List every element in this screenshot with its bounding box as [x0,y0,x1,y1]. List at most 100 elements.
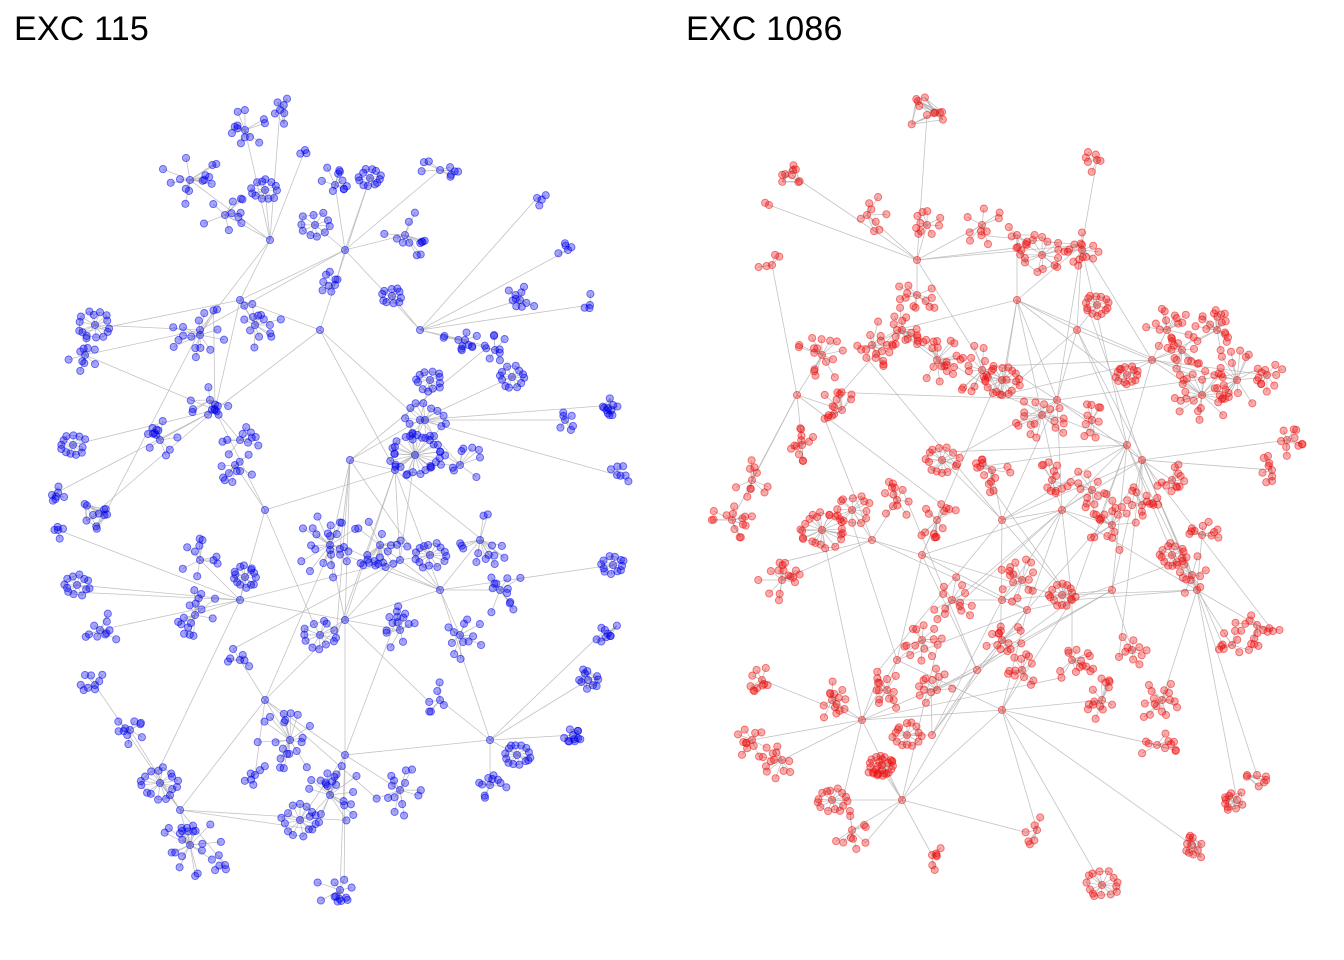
graph-node [260,505,270,515]
graph-node [963,213,972,222]
graph-edge [941,471,948,474]
graph-edge [264,549,331,701]
graph-node [485,354,494,363]
graph-edge [287,819,301,832]
graph-node [1009,578,1018,587]
graph-node [1135,643,1144,652]
graph-node [585,304,594,313]
graph-node [1077,656,1086,665]
graph-edge [896,741,903,746]
graph-node [948,369,958,379]
graph-node [337,518,346,527]
graph-edge [358,180,364,186]
graph-edge [486,347,496,351]
graph-node [1218,640,1227,649]
graph-node [876,331,885,341]
graph-node [888,341,897,350]
graph-node [605,394,614,403]
graph-edge [179,844,191,868]
graph-node [811,371,820,380]
graph-edge [766,759,783,772]
graph-node [364,517,373,526]
graph-edge [252,316,256,326]
graph-node [757,728,766,737]
graph-edge [319,329,396,471]
graph-edge [339,879,345,891]
graph-edge [1262,469,1273,474]
graph-edge [322,212,329,221]
graph-edge [427,544,431,556]
graph-edge [504,748,510,754]
graph-edge [1101,884,1111,895]
graph-node [1090,697,1099,706]
graph-edge [612,556,616,566]
graph-edge [1115,372,1119,378]
graph-node [347,883,356,892]
graph-edge [94,324,104,338]
graph-node [1193,407,1203,416]
graph-node [837,524,846,533]
graph-node [260,717,269,726]
graph-edge [146,782,161,794]
graph-node [330,878,339,887]
graph-node [947,595,957,605]
graph-node [340,750,350,760]
graph-node [1022,555,1031,564]
graph-node [247,564,256,573]
graph-node [346,800,355,809]
graph-edge [839,518,844,522]
graph-node [1282,442,1291,452]
graph-edge [172,786,178,790]
graph-edge [1001,359,1153,396]
graph-node [1004,223,1013,232]
graph-node [743,492,752,501]
graph-node [365,173,375,183]
graph-node [865,499,874,508]
graph-node [351,524,360,533]
graph-edge [821,514,830,531]
graph-node [1160,744,1170,753]
graph-node [882,341,891,350]
graph-edge [991,469,996,479]
graph-node [236,466,245,476]
graph-node [57,440,66,449]
graph-node [1131,518,1140,527]
graph-node [326,531,335,541]
graph-node [997,515,1007,525]
graph-edge [918,735,922,742]
graph-node [344,547,353,556]
graph-node [312,530,321,539]
graph-edge [930,692,933,736]
graph-edge [1091,489,1095,505]
graph-node [933,640,942,649]
graph-edge [1171,554,1183,559]
graph-edge [1001,329,1078,396]
graph-edge [1179,571,1193,576]
graph-edge [516,745,522,756]
graph-node [1223,805,1232,814]
graph-node [384,793,393,802]
graph-node [1178,573,1187,582]
graph-node [1029,676,1038,685]
graph-edge [394,469,505,559]
graph-edge [1158,329,1168,347]
graph-edge [1156,740,1169,746]
graph-edge [1111,514,1119,526]
graph-node [439,333,448,342]
graph-node [244,450,253,459]
graph-node [226,654,235,663]
graph-node [379,296,388,305]
graph-edge [1221,356,1238,381]
graph-edge [1111,507,1116,526]
graph-edge [931,599,1003,736]
graph-node [173,776,183,785]
graph-node [1094,247,1103,256]
graph-edge [415,552,431,556]
graph-edge [620,559,624,562]
graph-edge [72,444,83,448]
graph-node [1161,729,1170,738]
graph-edge [76,574,80,586]
graph-node [1104,298,1113,307]
graph-edge [1076,329,1153,361]
graph-node [349,810,358,819]
